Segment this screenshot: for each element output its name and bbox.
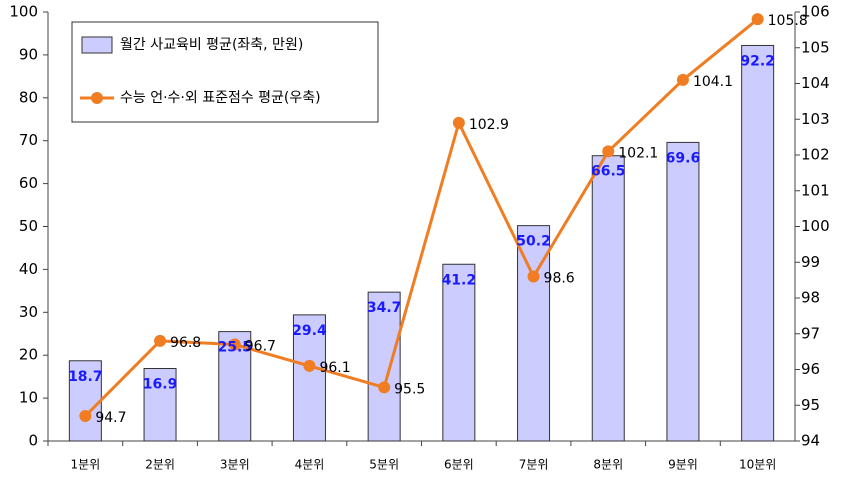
y2-tick-label: 96	[801, 360, 820, 378]
bar	[741, 44, 775, 442]
line-point	[154, 334, 167, 347]
y2-tick-label: 94	[801, 432, 820, 450]
bar	[367, 291, 401, 442]
y-tick-label: 50	[19, 217, 38, 235]
bar-value-label: 41.2	[442, 272, 477, 288]
legend-label: 수능 언·수·외 표준점수 평균(우축)	[120, 90, 321, 106]
y2-tick-label: 104	[801, 74, 830, 92]
legend-swatch	[81, 36, 113, 54]
y2-tick-label: 97	[801, 324, 820, 342]
x-tick-label: 2분위	[145, 458, 175, 472]
y-tick-label: 40	[19, 260, 38, 278]
line-value-label: 96.8	[170, 335, 201, 351]
y-tick-label: 0	[28, 432, 38, 450]
line-point	[602, 145, 615, 158]
bar-value-label: 69.6	[666, 150, 701, 166]
x-tick-label: 7분위	[519, 458, 549, 472]
x-tick-label: 5분위	[369, 458, 399, 472]
y2-tick-label: 105	[801, 38, 830, 56]
legend-label: 월간 사교육비 평균(좌축, 만원)	[120, 37, 303, 53]
legend-swatch	[91, 92, 103, 104]
x-tick-label: 4분위	[295, 458, 325, 472]
bar-value-label: 92.2	[740, 53, 775, 69]
y2-tick-label: 95	[801, 396, 820, 414]
line-point	[228, 338, 241, 351]
line-value-label: 98.6	[544, 271, 575, 287]
y2-tick-label: 102	[801, 146, 830, 164]
y-tick-label: 10	[19, 389, 38, 407]
line-point	[378, 381, 391, 394]
bar-value-label: 50.2	[516, 234, 551, 250]
bar-value-label: 25.5	[217, 340, 252, 356]
line-point	[79, 409, 92, 422]
line-value-label: 96.1	[319, 360, 350, 376]
y-tick-label: 20	[19, 346, 38, 364]
legend-box	[71, 21, 379, 123]
line-point	[676, 73, 689, 86]
bar-value-label: 29.4	[292, 323, 327, 339]
bar	[591, 155, 625, 442]
y-tick-label: 30	[19, 303, 38, 321]
x-tick-label: 3분위	[220, 458, 250, 472]
line-point	[303, 359, 316, 372]
bar	[143, 367, 177, 442]
line-value-label: 104.1	[693, 74, 733, 90]
x-tick-label: 10분위	[739, 458, 776, 472]
bar	[442, 263, 476, 442]
line-value-label: 102.1	[618, 145, 658, 161]
y2-tick-label: 98	[801, 289, 820, 307]
x-tick-label: 8분위	[593, 458, 623, 472]
y-tick-label: 70	[19, 131, 38, 149]
bar	[666, 141, 700, 442]
line	[84, 17, 759, 418]
bar-value-label: 18.7	[68, 369, 103, 385]
x-tick-label: 6분위	[444, 458, 474, 472]
bar	[292, 314, 326, 442]
x-tick-label: 1분위	[70, 458, 100, 472]
line-value-label: 94.7	[95, 410, 126, 426]
line-value-label: 96.7	[245, 338, 276, 354]
y-tick-label: 60	[19, 174, 38, 192]
y-tick-label: 90	[19, 45, 38, 63]
y2-tick-label: 99	[801, 253, 820, 271]
y-tick-label: 100	[9, 3, 38, 21]
line-value-label: 95.5	[394, 381, 425, 397]
line-point	[452, 116, 465, 129]
line-point	[527, 270, 540, 283]
bar-value-label: 66.5	[591, 164, 626, 180]
y-tick-label: 80	[19, 88, 38, 106]
line-value-label: 102.9	[469, 117, 509, 133]
y2-tick-label: 101	[801, 181, 830, 199]
bar-value-label: 34.7	[367, 300, 402, 316]
line-value-label: 105.8	[768, 13, 808, 29]
y2-tick-label: 103	[801, 110, 830, 128]
y2-tick-label: 100	[801, 217, 830, 235]
line-point	[751, 13, 764, 26]
bar-value-label: 16.9	[143, 376, 178, 392]
x-tick-label: 9분위	[668, 458, 698, 472]
y2-tick-label: 106	[801, 3, 830, 21]
bar	[68, 360, 102, 442]
